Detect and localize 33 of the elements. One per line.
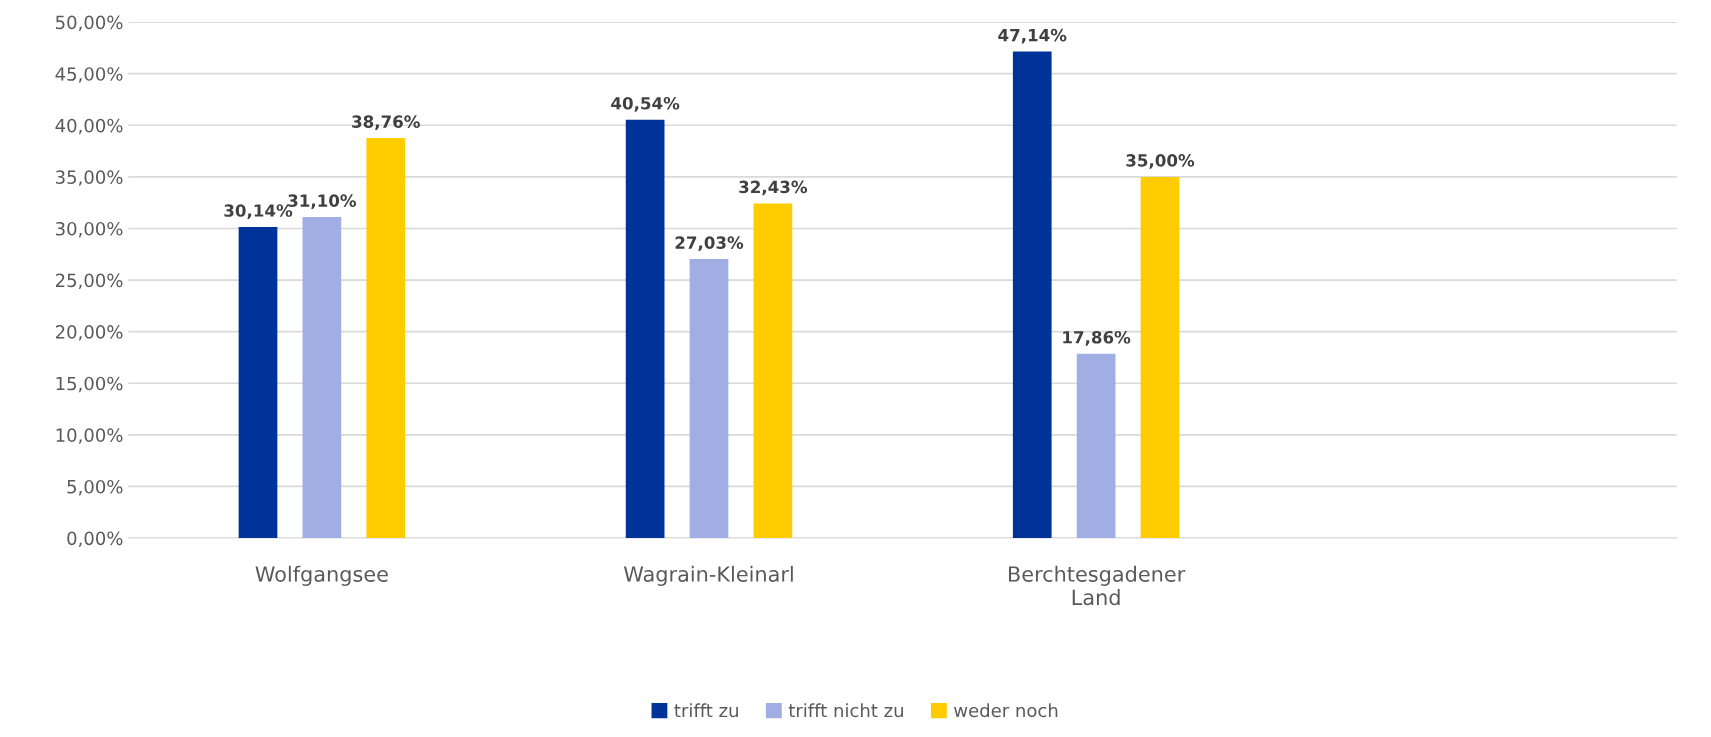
text: 38,76% [352, 115, 420, 131]
text: 40,54% [611, 96, 680, 112]
bar [1012, 51, 1052, 539]
y-tick-label: 25,00% [55, 273, 123, 290]
y-tick-label: 10,00% [56, 428, 123, 444]
text: 17,86% [1063, 330, 1131, 346]
bar [1076, 353, 1116, 539]
y-tick-label: 5,00% [67, 479, 123, 496]
bar [1140, 176, 1180, 539]
y-tick-label: 0,00% [67, 531, 123, 547]
x-tick-label: Berchtesgadener Land [1008, 565, 1186, 606]
bar [689, 259, 729, 539]
y-tick-label: 40,00% [55, 118, 123, 135]
bar [302, 217, 342, 539]
y-tick-label: 50,00% [56, 15, 123, 32]
y-tick-label: 15,00% [56, 376, 123, 393]
bar [238, 227, 278, 539]
legend-label: trifft zu [674, 703, 738, 718]
legend-label: weder noch [954, 703, 1058, 718]
text: 32,43% [739, 180, 808, 196]
bar [753, 203, 793, 539]
y-tick-label: 20,00% [55, 325, 123, 341]
text: 47,14% [998, 28, 1067, 44]
legend-label: trifft nicht zu [788, 703, 903, 718]
y-tick-label: 35,00% [56, 170, 123, 186]
x-tick-label: Wagrain-Kleinarl [623, 565, 793, 586]
y-tick-label: 30,00% [56, 221, 123, 238]
y-tick-label: 45,00% [55, 67, 123, 83]
text: 35,00% [1126, 154, 1195, 169]
bar [625, 119, 665, 539]
x-tick-label: Wolfgangsee [255, 565, 388, 586]
text: 27,03% [675, 236, 744, 252]
bar [366, 138, 406, 539]
